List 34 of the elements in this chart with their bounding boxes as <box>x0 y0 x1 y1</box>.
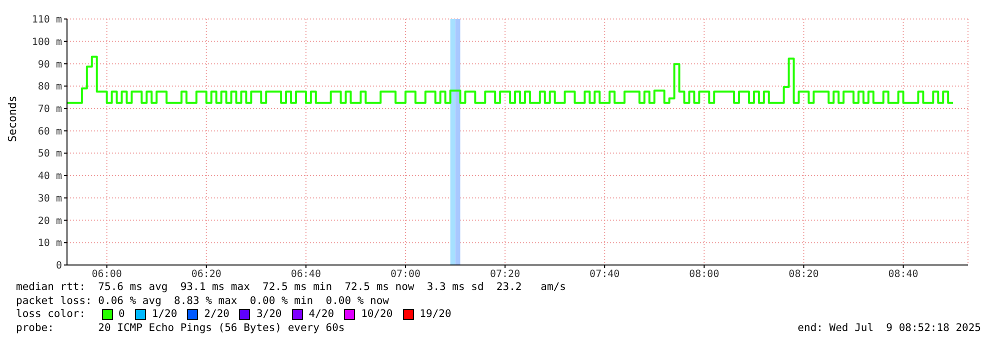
text: probe: 20 ICMP Echo Pings (56 Bytes) every 60s <box>16 322 345 335</box>
y-tick-label: 50 m <box>38 148 62 160</box>
y-tick-label: 110 m <box>32 14 62 26</box>
text: end: Wed Jul 9 08:52:18 2025 <box>798 322 981 335</box>
y-tick-label: 10 m <box>38 238 62 250</box>
x-tick-label: 08:40 <box>888 269 918 280</box>
x-tick-label: 06:20 <box>191 269 222 280</box>
text: packet loss: 0.06 % avg 8.83 % max 0.00 % min 0.00 % now <box>16 294 390 308</box>
y-tick-label: 20 m <box>38 216 62 227</box>
y-tick-label: 90 m <box>38 59 62 70</box>
y-tick-label: 100 m <box>32 36 62 48</box>
legend-label: 19/20 <box>420 308 452 322</box>
y-tick-label: 80 m <box>38 82 62 93</box>
x-tick-label: 06:40 <box>290 269 321 280</box>
y-tick-label: 0 <box>56 260 62 272</box>
y-tick-label: 30 m <box>38 193 62 204</box>
x-tick-label: 06:00 <box>92 269 122 280</box>
x-tick-label: 07:40 <box>590 269 620 280</box>
x-tick-label: 08:00 <box>689 269 720 280</box>
y-axis-title: Seconds <box>6 96 19 142</box>
y-tick-label: 70 m <box>38 104 62 116</box>
legend-label: 4/20 <box>308 308 334 322</box>
legend-title: loss color: <box>16 308 86 322</box>
x-tick-label: 08:20 <box>788 269 819 280</box>
x-tick-label: 07:00 <box>390 269 421 280</box>
y-tick-label: 40 m <box>38 171 62 182</box>
y-tick-label: 60 m <box>38 126 62 138</box>
legend-label: 10/20 <box>361 308 393 322</box>
legend-label: 2/20 <box>204 308 230 322</box>
x-tick-label: 07:20 <box>490 269 520 280</box>
legend-label: 1/20 <box>152 308 178 322</box>
text: median rtt: 75.6 ms avg 93.1 ms max 72.5 ms min 72.5 ms now 3.3 ms sd 23.2 am/s <box>16 281 567 294</box>
legend-label: 0 <box>118 308 125 322</box>
legend-label: 3/20 <box>256 308 282 322</box>
